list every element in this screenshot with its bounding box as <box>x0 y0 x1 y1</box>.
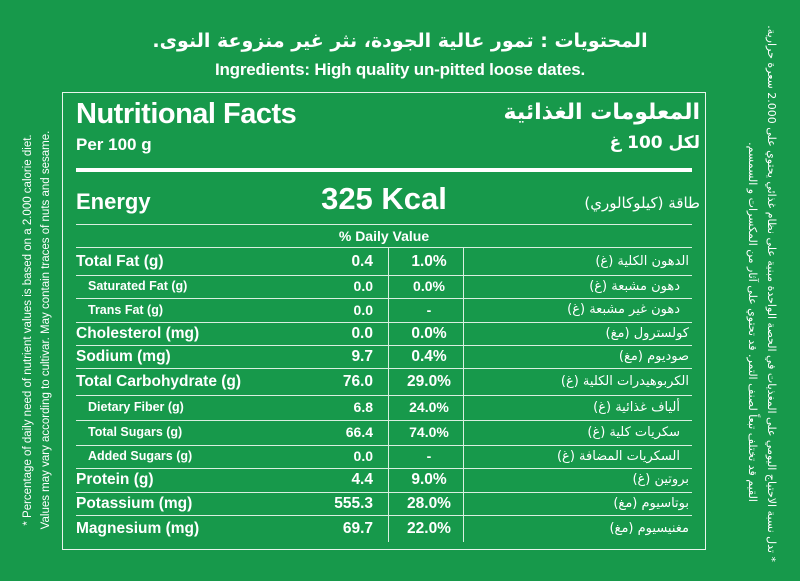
nutrient-label-arabic: صوديوم (مغ) <box>618 349 689 364</box>
nutrient-amount: 66.4 <box>345 424 373 440</box>
nutrient-amount: 0.0 <box>351 325 373 342</box>
ingredients-english: Ingredients: High quality un-pitted loos… <box>214 60 586 79</box>
nutrient-daily-value: - <box>426 448 432 464</box>
nutrient-label-english: Dietary Fiber (g) <box>88 400 184 414</box>
nutrient-daily-value: 28.0% <box>407 495 451 512</box>
footnote-english-line2: Values may vary according to cultivar. M… <box>40 130 52 530</box>
footnote-english-line1: * Percentage of daily need of nutrient v… <box>22 134 34 526</box>
nutrient-label-english: Total Carbohydrate (g) <box>76 373 242 390</box>
daily-value-header: % Daily Value <box>338 228 430 244</box>
nutrient-daily-value: 0.4% <box>411 348 447 365</box>
nutrient-label-english: Trans Fat (g) <box>88 303 164 317</box>
nutrient-daily-value: 24.0% <box>409 399 449 415</box>
serving-english: Per 100 g <box>76 135 152 154</box>
energy-label-arabic: طاقة (كيلوكالوري) <box>584 194 700 212</box>
table-row: Trans Fat (g) 0.0 - دهون غير مشبعة (غ) <box>76 298 692 322</box>
row-divider <box>76 492 692 493</box>
nutrient-daily-value: 29.0% <box>407 373 451 390</box>
table-row: Sodium (mg) 9.7 0.4% صوديوم (مغ) <box>76 345 692 368</box>
nutrient-label-arabic: سكريات كلية (غ) <box>587 425 680 440</box>
nutrient-amount: 9.7 <box>351 348 373 365</box>
nutrient-label-english: Sodium (mg) <box>76 348 171 365</box>
row-divider <box>76 275 692 276</box>
table-row: Saturated Fat (g) 0.0 0.0% دهون مشبعة (غ) <box>76 275 692 298</box>
panel-title-english: Nutritional Facts <box>76 98 297 130</box>
nutrient-amount: 0.4 <box>351 253 373 270</box>
row-divider <box>76 420 692 421</box>
nutrient-label-arabic: دهون غير مشبعة (غ) <box>567 302 680 317</box>
table-row: Protein (g) 4.4 9.0% بروتين (غ) <box>76 468 692 492</box>
row-divider <box>76 515 692 516</box>
nutrient-label-arabic: مغنيسيوم (مغ) <box>609 521 689 536</box>
nutrient-label-arabic: دهون مشبعة (غ) <box>589 279 680 294</box>
row-divider <box>76 395 692 396</box>
table-row: Dietary Fiber (g) 6.8 24.0% ألياف غذائية (غ… <box>76 395 692 420</box>
nutrient-label-arabic: الدهون الكلية (غ) <box>595 254 689 269</box>
nutrient-daily-value: - <box>426 302 432 318</box>
nutrient-daily-value: 1.0% <box>411 253 447 270</box>
energy-value: 325 Kcal <box>321 181 447 216</box>
nutrient-daily-value: 9.0% <box>411 471 447 488</box>
table-row: Potassium (mg) 555.3 28.0% بوتاسيوم (مغ) <box>76 492 692 515</box>
nutrient-amount: 0.0 <box>353 278 373 294</box>
nutrient-label-english: Total Sugars (g) <box>88 425 183 439</box>
row-divider <box>76 468 692 469</box>
serving-arabic: لكل 100 غ <box>609 133 700 153</box>
nutrient-label-arabic: بوتاسيوم (مغ) <box>613 496 689 511</box>
nutrient-amount: 4.4 <box>351 471 373 488</box>
nutrient-label-english: Magnesium (mg) <box>76 520 200 537</box>
nutrient-daily-value: 0.0% <box>411 325 447 342</box>
row-divider <box>76 345 692 346</box>
row-divider <box>76 298 692 299</box>
table-row: Total Carbohydrate (g) 76.0 29.0% الكربوهيد… <box>76 368 692 395</box>
nutrient-daily-value: 0.0% <box>413 278 445 294</box>
nutrient-label-english: Cholesterol (mg) <box>76 325 200 342</box>
ingredients-arabic: المحتويات : تمور عالية الجودة، نثر غير م… <box>152 30 648 52</box>
divider <box>76 224 692 225</box>
table-row: Total Sugars (g) 66.4 74.0% سكريات كلية (غ) <box>76 420 692 445</box>
nutrient-label-arabic: بروتين (غ) <box>632 472 689 487</box>
nutrient-label-arabic: السكريات المضافة (غ) <box>556 449 680 464</box>
nutrient-label-english: Potassium (mg) <box>76 495 193 512</box>
footnote-arabic: * تدل نسبة الاحتياج اليومي على المغذيات … <box>743 25 781 562</box>
table-row: Added Sugars (g) 0.0 - السكريات المضافة (غ) <box>76 445 692 468</box>
thick-divider <box>76 168 692 172</box>
nutrient-label-english: Total Fat (g) <box>76 253 164 270</box>
nutrient-label-english: Added Sugars (g) <box>88 449 193 463</box>
nutrient-amount: 6.8 <box>353 399 373 415</box>
divider <box>76 247 692 248</box>
footnote-arabic-line2: القيم قد تختلف تبعاً لصنف التمر. قد تحتو… <box>746 142 759 502</box>
nutrient-label-english: Protein (g) <box>76 471 154 488</box>
table-row: Magnesium (mg) 69.7 22.0% مغنيسيوم (مغ) <box>76 515 692 542</box>
row-divider <box>76 322 692 323</box>
nutrient-label-arabic: ألياف غذائية (غ) <box>593 400 680 415</box>
nutrient-label-arabic: الكربوهيدرات الكلية (غ) <box>560 374 689 389</box>
nutrient-amount: 0.0 <box>353 302 373 318</box>
nutrient-amount: 76.0 <box>342 373 373 390</box>
panel-title-arabic: المعلومات الغذائية <box>503 100 700 125</box>
table-row: Total Fat (g) 0.4 1.0% الدهون الكلية (غ) <box>76 248 692 275</box>
nutrient-amount: 69.7 <box>342 520 373 537</box>
nutrient-daily-value: 22.0% <box>407 520 451 537</box>
energy-label-english: Energy <box>76 189 151 214</box>
row-divider <box>76 368 692 369</box>
nutrition-panel <box>62 92 706 550</box>
nutrient-daily-value: 74.0% <box>409 424 449 440</box>
nutrient-label-english: Saturated Fat (g) <box>88 279 188 293</box>
nutrient-label-arabic: كولسترول (مغ) <box>605 326 689 341</box>
nutrient-amount: 555.3 <box>334 495 373 512</box>
nutrient-amount: 0.0 <box>353 448 373 464</box>
table-row: Cholesterol (mg) 0.0 0.0% كولسترول (مغ) <box>76 322 692 345</box>
row-divider <box>76 445 692 446</box>
footnote-arabic-line1: * تدل نسبة الاحتياج اليومي على المغذيات … <box>765 25 778 562</box>
footnote-english: * Percentage of daily need of nutrient v… <box>19 90 55 570</box>
